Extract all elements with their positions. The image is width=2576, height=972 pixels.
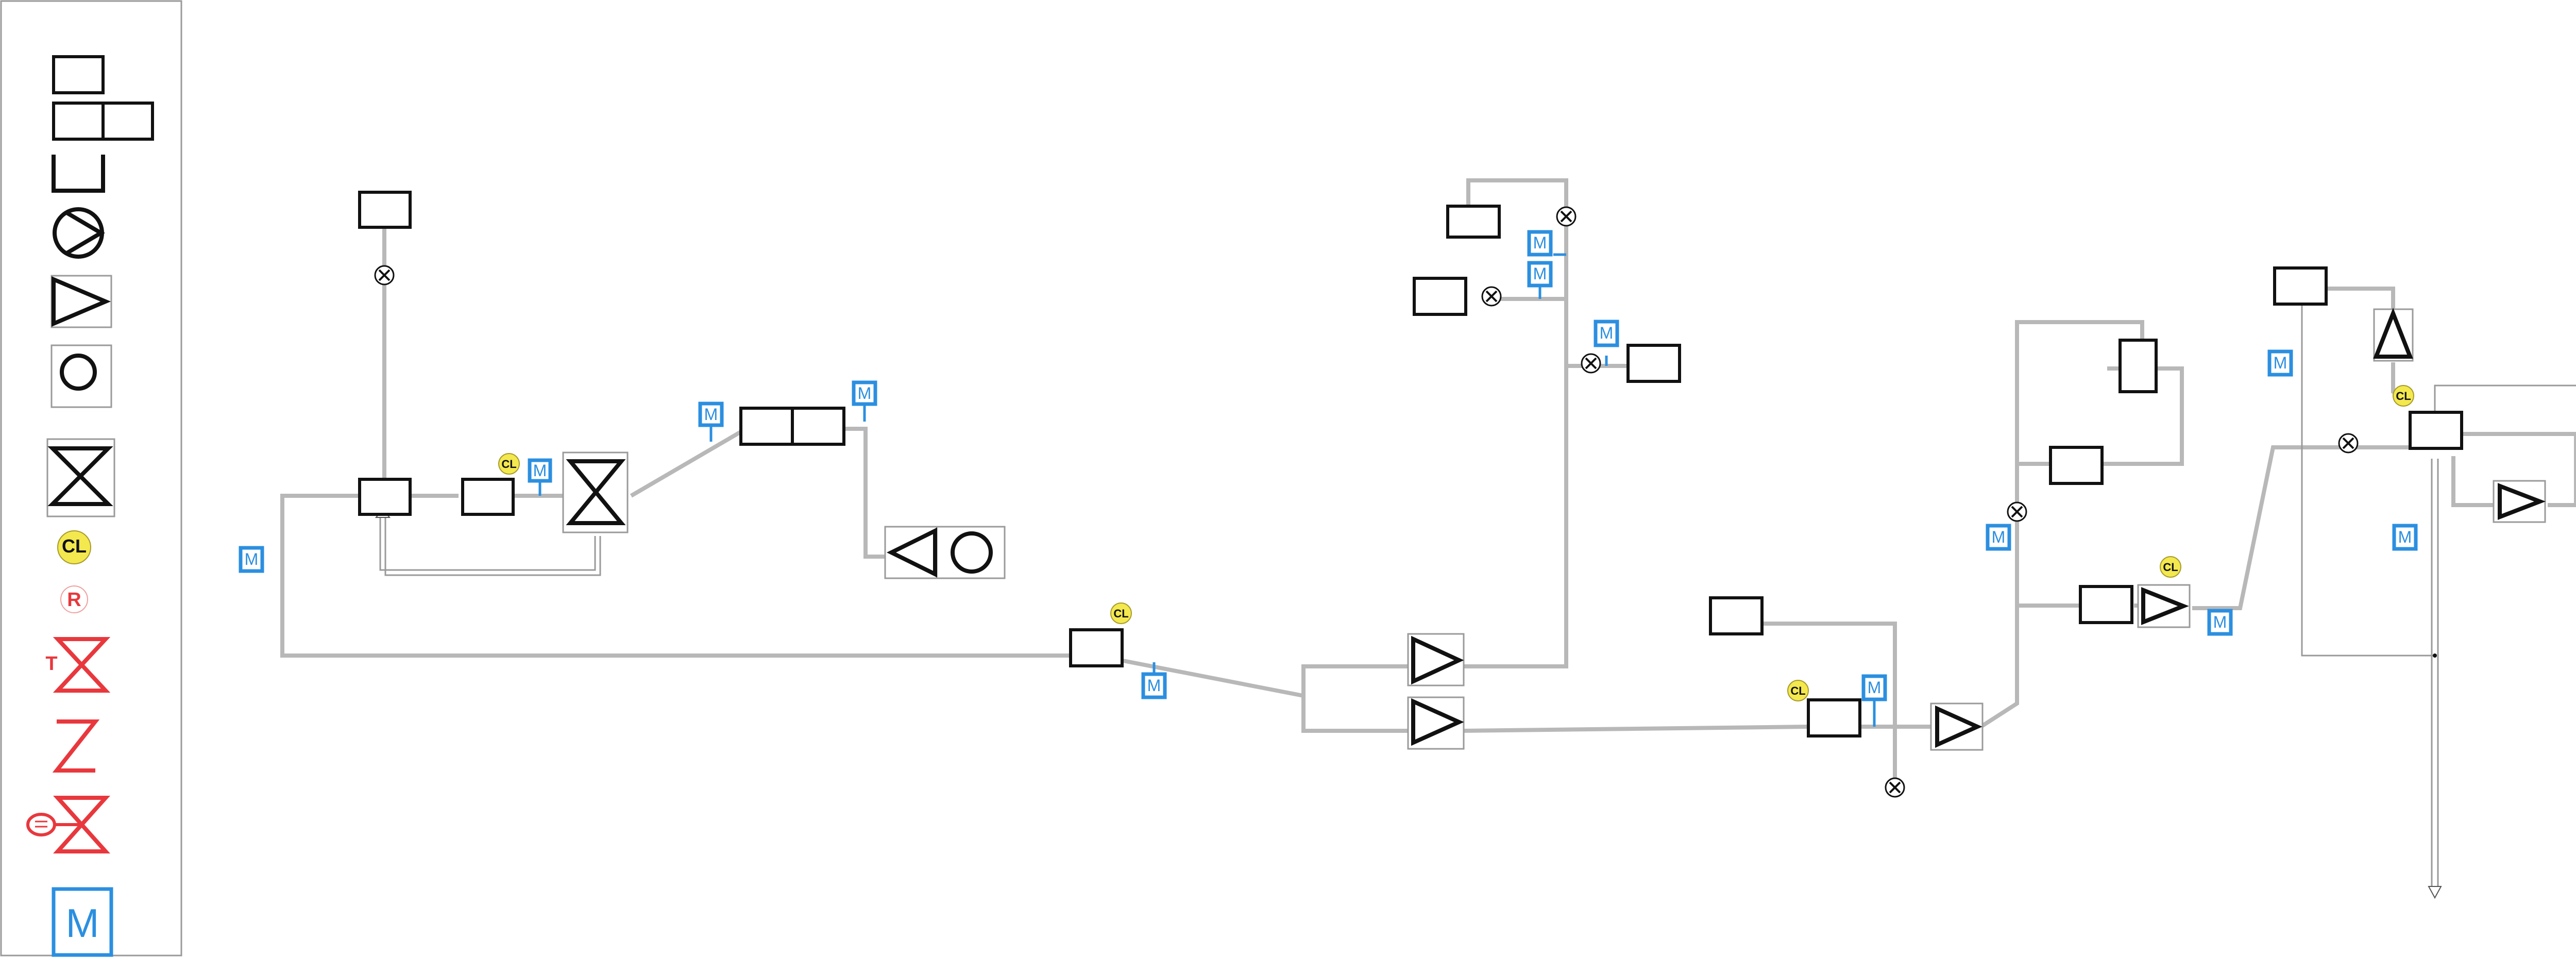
pump-right-2[interactable] [2493, 480, 2546, 523]
pump-right-1[interactable] [2137, 584, 2191, 628]
svg-text:M: M [1992, 528, 2006, 546]
tank-mid-right[interactable] [1709, 596, 1764, 635]
svg-text:T: T [45, 653, 57, 675]
isolation-valve-x-icon[interactable] [374, 265, 395, 286]
svg-text:M: M [533, 461, 547, 480]
meter-badge[interactable]: M [1527, 261, 1553, 288]
isolation-valve-x-icon[interactable] [2007, 501, 2027, 522]
pump-lower[interactable] [1407, 696, 1465, 750]
tank-top-left[interactable] [358, 191, 412, 229]
pump-center-right[interactable] [1930, 702, 1984, 751]
isolation-valve-x-icon[interactable] [1481, 286, 1502, 307]
actuated-valve-icon[interactable] [26, 796, 110, 853]
svg-text:CL: CL [62, 535, 87, 557]
svg-text:M: M [245, 550, 259, 568]
tank-right-top[interactable] [2273, 266, 2328, 306]
svg-text:M: M [66, 900, 99, 946]
pump-reverse-with-circle[interactable] [884, 526, 1006, 579]
meter-badge[interactable]: M [1986, 524, 2011, 551]
meter-badge[interactable]: M [1141, 672, 1167, 699]
single-box-icon[interactable] [52, 55, 105, 94]
svg-text:M: M [858, 384, 872, 403]
chlorine-badge-icon[interactable]: CL [57, 530, 91, 564]
pump-upward[interactable] [2373, 308, 2414, 362]
tank-vertical[interactable] [2119, 339, 2158, 393]
tank-upper-1[interactable] [1446, 205, 1501, 239]
svg-text:CL: CL [1790, 684, 1805, 697]
chlorine-badge: CL [2393, 385, 2414, 407]
hourglass-valve-icon[interactable] [46, 438, 115, 517]
pipe-network [280, 178, 2576, 899]
meter-badge[interactable]: M [1861, 674, 1887, 701]
r-badge-icon[interactable]: R [60, 585, 88, 613]
pump-upper[interactable] [1407, 633, 1465, 686]
svg-text:CL: CL [501, 458, 516, 471]
chlorine-badge: CL [498, 453, 520, 475]
double-tank[interactable] [739, 407, 845, 446]
pump-icon[interactable] [53, 207, 105, 259]
svg-text:M: M [1600, 324, 1614, 342]
svg-text:M: M [2213, 613, 2227, 631]
chlorine-badge: CL [1787, 680, 1809, 701]
svg-text:M: M [1533, 264, 1547, 283]
meter-icon[interactable]: M [52, 887, 113, 957]
chlorine-badge: CL [2160, 556, 2181, 578]
svg-text:R: R [67, 589, 81, 611]
tank-left-2[interactable] [461, 478, 515, 516]
tank-center[interactable] [1069, 628, 1124, 667]
svg-text:M: M [1868, 678, 1882, 697]
svg-text:M: M [2274, 354, 2287, 372]
tank-upper-3[interactable] [1626, 344, 1681, 383]
triangle-pump-icon[interactable] [50, 275, 112, 328]
chlorine-badge: CL [1110, 602, 1132, 624]
tank-upper-2[interactable] [1413, 277, 1467, 316]
isolation-valve-x-icon[interactable] [2338, 433, 2359, 454]
svg-text:M: M [1147, 676, 1161, 695]
tank-left-junction[interactable] [358, 478, 412, 516]
isolation-valve-x-icon[interactable] [1885, 777, 1905, 798]
hourglass-valve[interactable] [562, 451, 629, 533]
meter-badge[interactable]: M [698, 401, 724, 427]
tank-before-pump[interactable] [1807, 698, 1861, 738]
meter-badge[interactable]: M [239, 546, 264, 573]
svg-text:M: M [704, 405, 718, 424]
isolation-valve-x-icon[interactable] [1556, 206, 1577, 227]
double-box-icon[interactable] [52, 102, 154, 141]
zigzag-icon[interactable] [52, 719, 100, 773]
tank-right-2[interactable] [2079, 585, 2133, 624]
meter-badge[interactable]: M [852, 380, 877, 406]
meter-badge[interactable]: M [2392, 524, 2418, 551]
legend-panel: CL R T M [0, 0, 182, 957]
meter-badge[interactable]: M [2267, 349, 2293, 377]
tank-right-1[interactable] [2049, 446, 2104, 485]
meter-badge[interactable]: M [1594, 320, 1619, 347]
svg-text:CL: CL [2396, 390, 2411, 403]
open-tank-icon[interactable] [52, 155, 105, 193]
meter-badge[interactable]: M [1527, 230, 1553, 257]
svg-text:CL: CL [1113, 607, 1128, 620]
svg-text:CL: CL [2163, 561, 2178, 574]
svg-text:M: M [1533, 233, 1547, 252]
meter-badge[interactable]: M [2207, 609, 2233, 636]
svg-text:M: M [2398, 528, 2412, 546]
meter-badge[interactable]: M [528, 458, 552, 483]
isolation-valve-x-icon[interactable] [1581, 353, 1601, 374]
tank-right-main[interactable] [2409, 411, 2463, 450]
circle-icon[interactable] [50, 344, 112, 408]
t-valve-icon[interactable]: T [45, 637, 111, 693]
